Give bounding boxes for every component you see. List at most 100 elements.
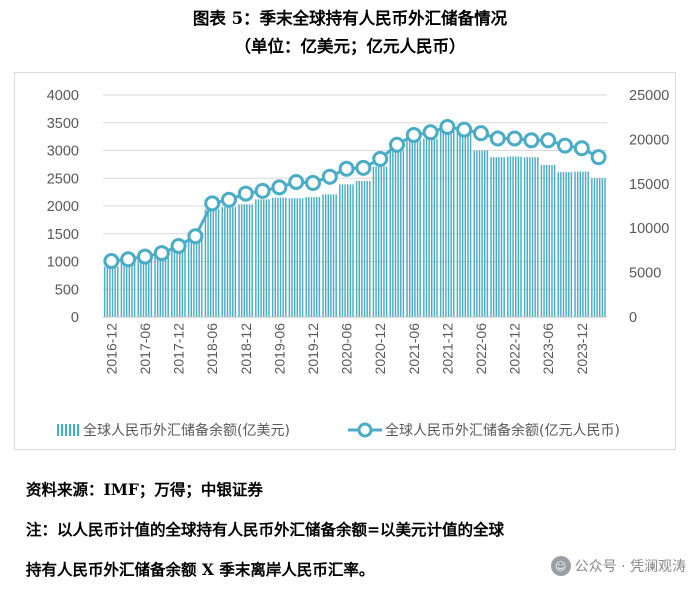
left-axis-tick-label: 3000 [47,144,79,160]
series-marker [439,118,456,135]
bar-stripe [224,207,226,317]
watermark: ☺ 公众号 · 凭澜观涛 [550,556,686,576]
bar-stripe [500,157,503,317]
bar-stripe [285,197,287,317]
bar-stripe [570,172,573,317]
bar-stripe [366,181,368,317]
bar-stripe [515,156,517,317]
bar-stripe [551,164,553,317]
series-marker [254,182,271,199]
bar-stripe [335,194,337,317]
x-axis-tick-label: 2019-06 [271,323,287,375]
bar-stripe [125,261,128,317]
bar-stripe [397,150,399,317]
bar-stripe [565,172,567,317]
bar-stripe [347,184,349,317]
bar [456,131,472,317]
bar-stripe [363,181,366,317]
bar [154,257,169,317]
bar [255,199,270,317]
series-marker [405,126,422,143]
bar-stripe [167,257,169,317]
bar-stripe [265,199,268,317]
bar-stripe [156,257,159,317]
x-axis-tick-label: 2020-06 [339,323,355,375]
series-marker [573,140,590,157]
chart-subtitle: （单位：亿美元；亿元人民币） [234,37,466,56]
chart-frame: 0 500 1000 1500 2000 2500 3000 3500 4000 0 5000 100… [14,72,676,450]
bar-stripe [545,164,548,317]
bar-stripe [240,204,243,317]
bar-stripe [361,181,363,317]
x-axis-tick-label: 2018-12 [238,323,254,375]
bar-stripe [179,248,181,317]
series-marker [456,121,473,138]
legend-bar-stripe [57,424,60,436]
legend-bar-stripe [65,424,68,436]
bar-stripe [318,197,321,317]
bar-stripe [229,207,231,317]
bar-stripe [255,199,257,317]
bar-stripe [207,209,209,317]
bar-stripe [591,178,593,317]
x-axis-tick-label: 2016-12 [103,323,119,375]
bar-stripe [492,157,495,317]
bar-stripe [217,209,220,317]
series-marker [321,168,338,185]
bar [271,197,287,317]
bar-stripe [503,157,505,317]
bar-stripe [534,157,536,317]
bar [406,140,421,317]
bar-stripe [433,138,436,317]
bar-stripe [288,198,291,317]
series-marker [540,132,557,149]
bar [523,157,539,317]
legend-bar-stripe [61,424,64,436]
series-marker [489,130,506,147]
bar-stripe [529,157,531,317]
bar-stripe [133,261,136,317]
bar [288,198,304,317]
bar [103,266,119,317]
bar [490,157,505,317]
bar-stripe [486,150,489,317]
bar-stripe [246,204,248,317]
bar-stripe [526,157,528,317]
x-axis-tick-label: 2017-06 [137,323,153,375]
bar-stripe [385,166,388,317]
bar-stripe [394,150,397,317]
bar-stripe [176,248,178,317]
bar-stripe [268,199,270,317]
bar-stripe [411,140,414,317]
bar-stripe [201,239,203,317]
bar-stripe [428,138,430,317]
bar-stripe [324,194,327,317]
bar-stripe [232,207,234,317]
series-marker [187,228,204,245]
bar-stripe [548,164,551,317]
legend-bar-stripe [73,424,76,436]
series-marker [473,125,489,142]
bar-stripe [154,257,156,317]
series-marker [389,136,405,153]
bar-stripe [296,198,299,317]
bar-stripe [419,140,421,317]
bar-stripe [557,172,559,317]
bar-stripe [450,131,452,317]
x-axis-tick-label: 2018-06 [204,323,220,375]
bar-stripe [308,197,310,317]
bar-stripe [400,150,402,317]
left-axis-tick-label: 0 [71,310,79,326]
bar-stripe [476,150,478,317]
legend-bar-stripe [69,424,72,436]
series-marker [590,149,607,166]
legend-bar-swatch [57,424,80,436]
x-axis-tick-label: 2023-12 [574,323,590,375]
bar-stripe [593,178,596,317]
bar [187,239,203,317]
bar [204,209,220,317]
left-axis-tick-label: 2500 [47,171,79,187]
bar-stripe [453,131,455,317]
left-axis-tick-label: 1000 [47,255,79,271]
bar-stripe [260,199,262,317]
